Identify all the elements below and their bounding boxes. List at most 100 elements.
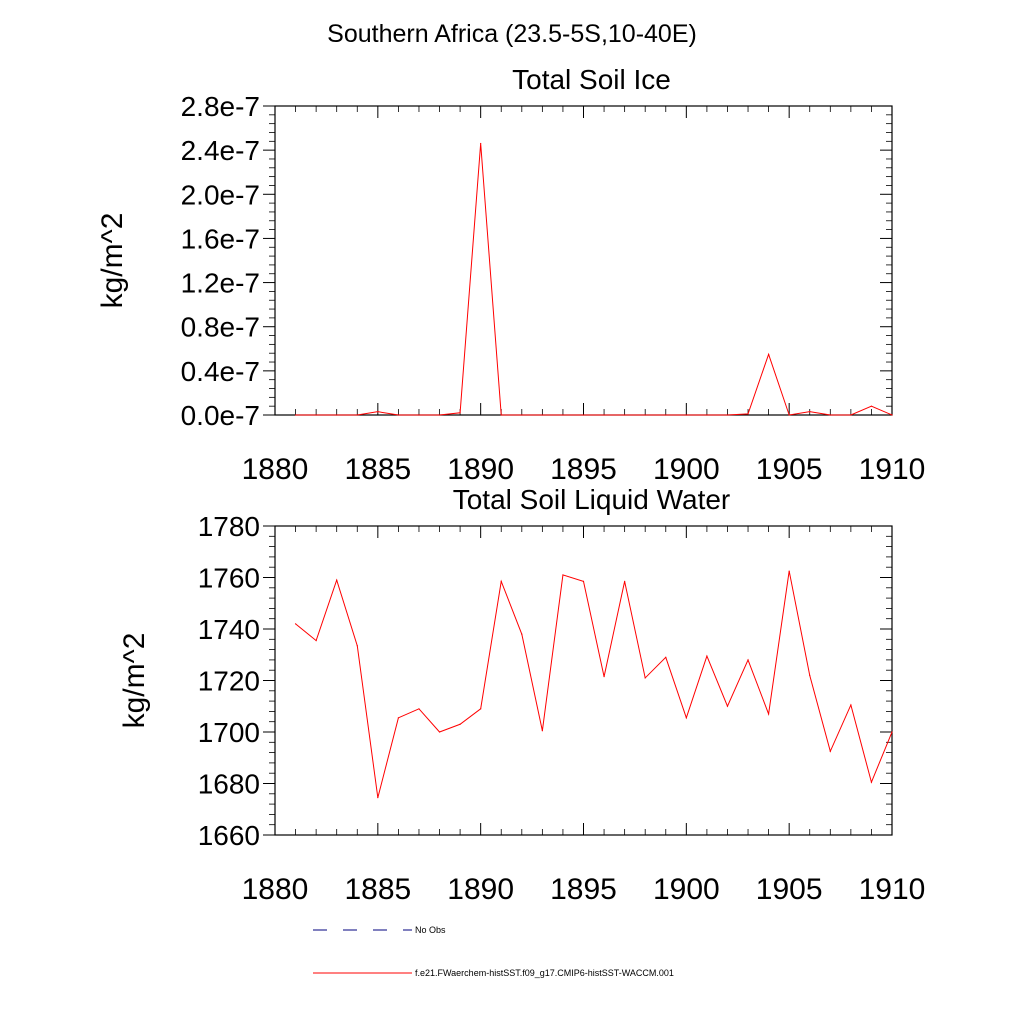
y-tick-label: 1700 — [198, 717, 260, 748]
ice-data-point — [294, 414, 297, 416]
water-data-point — [294, 623, 297, 625]
ice-data-point — [438, 414, 441, 416]
water-data-point — [336, 579, 338, 581]
x-tick-label: 1895 — [550, 873, 617, 906]
water-data-point — [747, 659, 749, 661]
ice-data-point — [315, 414, 317, 416]
ice-data-point — [644, 414, 646, 416]
x-tick-label: 1905 — [756, 873, 823, 906]
ice-data-point — [726, 414, 729, 416]
y-axis-label: kg/m^2 — [96, 213, 129, 309]
y-tick-label: 1.2e-7 — [181, 268, 260, 299]
water-data-point — [377, 797, 379, 799]
ice-data-point — [829, 414, 831, 416]
x-tick-label: 1890 — [447, 873, 514, 906]
legend: No Obs f.e21.FWaerchem-histSST.f09_g17.C… — [313, 925, 674, 978]
y-tick-label: 1660 — [198, 820, 260, 851]
x-tick-label: 1900 — [653, 453, 720, 486]
ice-data-point — [747, 413, 749, 415]
ice-data-point — [459, 412, 461, 414]
ice-data-point — [541, 414, 543, 416]
water-data-point — [418, 708, 420, 710]
y-tick-label: 1760 — [198, 563, 260, 594]
water-data-point — [459, 723, 461, 725]
ice-data-point — [706, 414, 708, 416]
ice-data-point — [870, 405, 873, 407]
ice-series-line — [295, 143, 893, 416]
water-data-point — [438, 731, 441, 733]
soil-ice-panel: Total Soil Ice kg/m^2 1880 1885 1890 1895 1900… — [96, 64, 925, 486]
x-tick-label: 1910 — [859, 453, 926, 486]
ice-data-point — [685, 414, 687, 416]
water-series-line — [295, 570, 893, 798]
water-data-point — [706, 655, 708, 657]
x-tick-label: 1890 — [447, 453, 514, 486]
x-tick-label: 1885 — [344, 453, 411, 486]
ice-data-point — [665, 414, 667, 416]
water-data-point — [315, 639, 317, 642]
ice-data-point — [521, 414, 523, 416]
chart-title: Total Soil Liquid Water — [453, 484, 731, 515]
water-data-point — [521, 633, 523, 635]
water-data-point — [829, 750, 831, 752]
water-data-point — [726, 705, 729, 707]
x-tick-label: 1910 — [859, 873, 926, 906]
water-data-point — [356, 645, 358, 647]
water-data-point — [809, 674, 811, 676]
y-tick-label: 2.0e-7 — [181, 179, 260, 210]
ice-data-point — [418, 414, 420, 416]
ice-data-point — [582, 414, 585, 416]
x-tick-label: 1885 — [344, 873, 411, 906]
y-tick-label: 1720 — [198, 666, 260, 697]
x-tick-label: 1880 — [242, 873, 309, 906]
ice-data-point — [891, 414, 893, 416]
y-tick-label: 2.8e-7 — [181, 91, 260, 122]
y-tick-label: 1.6e-7 — [181, 223, 260, 254]
ice-data-point — [356, 414, 358, 416]
plot-frame — [274, 525, 893, 836]
ice-data-point — [624, 414, 626, 416]
water-data-point — [541, 730, 543, 732]
legend-item-no-obs: No Obs — [313, 925, 446, 935]
soil-liquid-water-panel: Total Soil Liquid Water kg/m^2 1880 1885 189… — [118, 484, 925, 906]
ice-data-point — [480, 142, 482, 145]
water-data-point — [891, 731, 893, 733]
ice-data-point — [850, 414, 852, 416]
y-tick-label: 0.4e-7 — [181, 356, 260, 387]
ice-data-point — [336, 414, 338, 416]
x-tick-label: 1900 — [653, 873, 720, 906]
ice-data-point — [562, 414, 564, 416]
legend-label-no-obs: No Obs — [415, 925, 446, 935]
water-data-point — [685, 717, 687, 719]
y-tick-label: 2.4e-7 — [181, 135, 260, 166]
y-tick-label: 1740 — [198, 614, 260, 645]
ice-data-point — [768, 353, 770, 355]
water-data-point — [500, 580, 502, 582]
legend-item-model-run: f.e21.FWaerchem-histSST.f09_g17.CMIP6-hi… — [313, 968, 674, 978]
x-tick-label: 1880 — [242, 453, 309, 486]
y-tick-label: 1780 — [198, 511, 260, 542]
water-data-point — [850, 704, 852, 706]
water-data-point — [665, 656, 667, 658]
water-data-point — [644, 677, 646, 679]
y-tick-label: 1680 — [198, 769, 260, 800]
legend-label-model-run: f.e21.FWaerchem-histSST.f09_g17.CMIP6-hi… — [415, 968, 674, 978]
ice-data-point — [788, 414, 790, 416]
y-axis-label: kg/m^2 — [118, 633, 151, 729]
water-data-point — [624, 580, 626, 582]
ice-data-point — [603, 414, 605, 416]
water-data-point — [603, 676, 605, 678]
y-tick-label: 0.0e-7 — [181, 400, 260, 431]
x-tick-label: 1895 — [550, 453, 617, 486]
water-data-point — [768, 713, 770, 715]
water-data-point — [562, 574, 564, 576]
water-data-point — [480, 708, 482, 710]
water-data-point — [582, 580, 585, 582]
figure-title: Southern Africa (23.5-5S,10-40E) — [327, 20, 697, 48]
water-data-point — [788, 570, 790, 572]
plot-frame — [274, 105, 893, 416]
water-data-point — [397, 717, 399, 719]
chart-title: Total Soil Ice — [512, 64, 671, 95]
x-tick-label: 1905 — [756, 453, 823, 486]
